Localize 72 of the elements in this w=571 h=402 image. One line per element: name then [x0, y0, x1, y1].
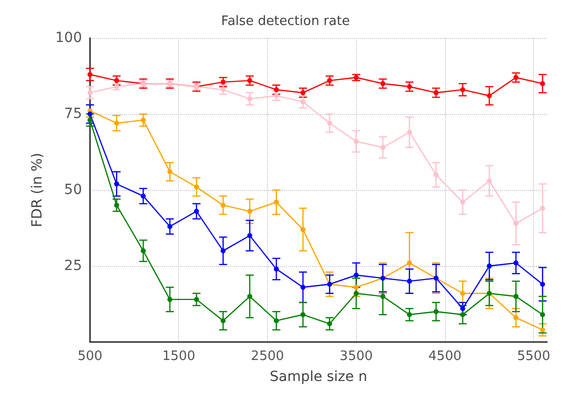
point [140, 194, 146, 199]
point [406, 260, 412, 266]
point [114, 202, 120, 208]
point [247, 96, 252, 102]
point [354, 290, 359, 296]
point [88, 118, 92, 123]
point [380, 294, 386, 299]
point [486, 178, 492, 184]
chart-title: False detection rate [221, 14, 350, 29]
point [167, 224, 172, 229]
point [300, 312, 306, 318]
y-tick-label: 75 [64, 106, 82, 122]
x-axis-title: Sample size n [270, 369, 368, 385]
point [327, 120, 332, 126]
point [300, 284, 306, 290]
point [274, 200, 279, 205]
point [247, 294, 252, 299]
x-tick-label: 4500 [428, 349, 462, 364]
y-axis-title: FDR (in %) [29, 152, 46, 228]
point [274, 318, 279, 324]
point [486, 93, 492, 98]
point [88, 90, 92, 96]
point [300, 227, 306, 232]
point [540, 206, 546, 211]
point [274, 266, 279, 272]
point [540, 312, 546, 318]
point [194, 208, 199, 214]
y-tick-label: 100 [55, 30, 82, 46]
point [167, 169, 172, 174]
point [406, 278, 412, 284]
x-tick-label: 5500 [517, 349, 550, 364]
point [434, 309, 439, 314]
point [114, 120, 120, 126]
x-tick-label: 2500 [250, 349, 284, 364]
point [540, 327, 546, 332]
point [513, 294, 518, 299]
point [354, 138, 359, 144]
x-tick-label: 500 [78, 349, 102, 364]
point [140, 248, 146, 254]
point [513, 260, 518, 266]
point [513, 315, 518, 320]
point [486, 264, 492, 268]
point [406, 130, 412, 135]
point [513, 220, 518, 226]
point [380, 144, 386, 150]
point [300, 99, 306, 104]
point [406, 312, 412, 318]
point [460, 290, 466, 296]
point [460, 200, 466, 205]
point [114, 181, 120, 186]
point [194, 296, 199, 302]
y-tick-label: 50 [64, 182, 82, 198]
point [220, 202, 226, 208]
point [460, 306, 466, 312]
point [540, 81, 546, 86]
point [327, 321, 332, 326]
point [140, 118, 146, 123]
x-tick-label: 1500 [162, 349, 196, 364]
point [247, 233, 252, 238]
point [460, 87, 466, 92]
x-tick-label: 3500 [340, 349, 373, 364]
point [167, 296, 172, 302]
point [513, 75, 518, 80]
y-tick-label: 25 [64, 258, 82, 274]
point [88, 72, 92, 77]
point [434, 172, 439, 178]
point [194, 184, 199, 190]
point [247, 208, 252, 214]
point [540, 282, 546, 287]
point [220, 318, 226, 324]
point [354, 272, 359, 278]
point [220, 248, 226, 254]
